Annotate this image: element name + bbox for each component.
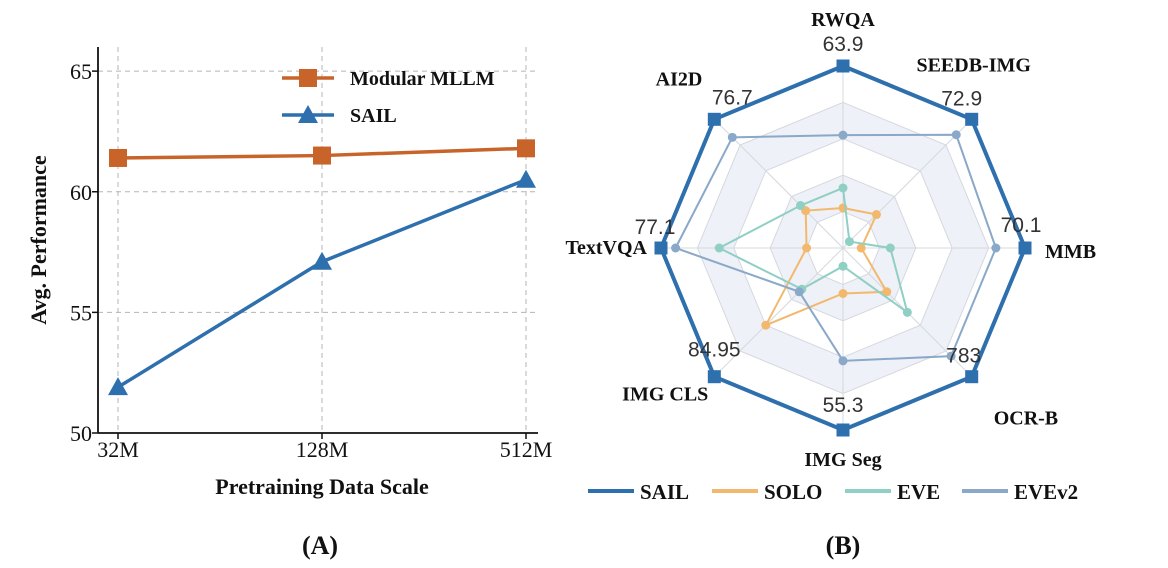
radar-axis-max-value: 72.9 bbox=[941, 87, 982, 110]
radar-point bbox=[838, 289, 848, 298]
radar-point bbox=[991, 243, 1001, 253]
radar-point bbox=[671, 243, 681, 253]
radar-axis-name: MMB bbox=[1045, 241, 1096, 263]
radar-legend: SAIL SOLO EVE EVEv2 bbox=[588, 480, 1078, 504]
y-tick-label: 60 bbox=[70, 180, 92, 205]
data-point-triangle bbox=[516, 169, 536, 188]
line-chart-grid bbox=[98, 47, 538, 434]
radar-point bbox=[951, 130, 961, 140]
line-chart-legend: Modular MLLM SAIL bbox=[282, 68, 495, 127]
data-point-triangle bbox=[108, 377, 128, 396]
radar-spoke bbox=[842, 118, 973, 249]
x-tick-label: 128M bbox=[296, 437, 349, 462]
legend-label: SAIL bbox=[350, 105, 397, 127]
radar-point bbox=[882, 287, 892, 297]
panel-label-a: (A) bbox=[302, 531, 338, 560]
radar-point bbox=[856, 243, 866, 253]
panel-a: 50 55 60 65 32M 128M 512M Modular MLLM SAIL Avg… bbox=[26, 47, 552, 560]
legend-label: EVE bbox=[897, 480, 940, 504]
data-point-triangle bbox=[312, 251, 332, 270]
radar-axis-max-value: 63.9 bbox=[823, 33, 864, 56]
radar-point bbox=[838, 183, 848, 193]
y-tick-label: 55 bbox=[70, 300, 92, 325]
radar-axis-name: OCR-B bbox=[994, 408, 1058, 430]
x-axis-label: Pretraining Data Scale bbox=[215, 474, 429, 499]
radar-axis-name: AI2D bbox=[656, 68, 703, 90]
radar-point bbox=[871, 210, 881, 220]
radar-point bbox=[946, 351, 956, 361]
data-point-square bbox=[517, 139, 535, 158]
radar-point bbox=[844, 237, 854, 247]
radar-point-square bbox=[707, 112, 721, 126]
radar-point bbox=[796, 201, 806, 211]
radar-axis-max-value: 70.1 bbox=[1001, 214, 1042, 237]
radar-point bbox=[838, 356, 848, 366]
line-chart-series bbox=[108, 139, 536, 396]
radar-spoke bbox=[713, 118, 844, 249]
radar-point-square bbox=[707, 370, 721, 384]
y-tick-label: 50 bbox=[70, 421, 92, 446]
radar-point bbox=[714, 243, 724, 253]
radar-point bbox=[761, 320, 771, 330]
radar-grid bbox=[660, 65, 1026, 431]
x-tick-label: 32M bbox=[97, 437, 139, 462]
radar-point bbox=[885, 243, 895, 253]
legend-label: SOLO bbox=[764, 480, 822, 504]
radar-axis-max-value: 55.3 bbox=[823, 394, 864, 417]
legend-marker-triangle bbox=[298, 105, 318, 123]
radar-axis-max-value: 77.1 bbox=[635, 216, 676, 239]
line-chart-axes: 50 55 60 65 32M 128M 512M bbox=[70, 47, 552, 462]
radar-axis-max-value: 84.95 bbox=[688, 339, 741, 362]
radar-axis-max-value: 76.7 bbox=[712, 86, 753, 109]
radar-spoke bbox=[713, 247, 844, 378]
radar-point-square bbox=[654, 241, 668, 255]
radar-point-square bbox=[836, 59, 850, 73]
radar-axis-name: RWQA bbox=[811, 9, 875, 31]
legend-label: SAIL bbox=[640, 480, 689, 504]
radar-axis-name: IMG CLS bbox=[622, 384, 708, 406]
x-tick-label: 512M bbox=[500, 437, 553, 462]
data-point-square bbox=[313, 146, 331, 165]
radar-point bbox=[802, 243, 812, 253]
radar-point bbox=[727, 132, 737, 142]
y-tick-label: 65 bbox=[70, 59, 92, 84]
legend-marker-square bbox=[299, 69, 317, 87]
radar-series bbox=[654, 59, 1032, 437]
radar-axis-name: TextVQA bbox=[566, 237, 648, 259]
y-axis-label: Avg. Performance bbox=[26, 155, 51, 325]
radar-point-square bbox=[965, 370, 979, 384]
legend-label: Modular MLLM bbox=[350, 68, 495, 90]
data-point-square bbox=[109, 148, 127, 167]
radar-point bbox=[902, 307, 912, 317]
radar-point-square bbox=[1018, 241, 1032, 255]
panel-label-b: (B) bbox=[826, 531, 861, 560]
radar-axis-name: IMG Seg bbox=[804, 449, 881, 471]
radar-point-square bbox=[836, 423, 850, 437]
radar-axis-name: SEEDB-IMG bbox=[916, 54, 1031, 76]
legend-label: EVEv2 bbox=[1014, 480, 1078, 504]
radar-axis-max-value: 783 bbox=[946, 345, 981, 368]
radar-point bbox=[838, 261, 848, 271]
radar-point bbox=[838, 130, 848, 140]
radar-point-square bbox=[965, 112, 979, 126]
radar-point bbox=[794, 287, 804, 297]
